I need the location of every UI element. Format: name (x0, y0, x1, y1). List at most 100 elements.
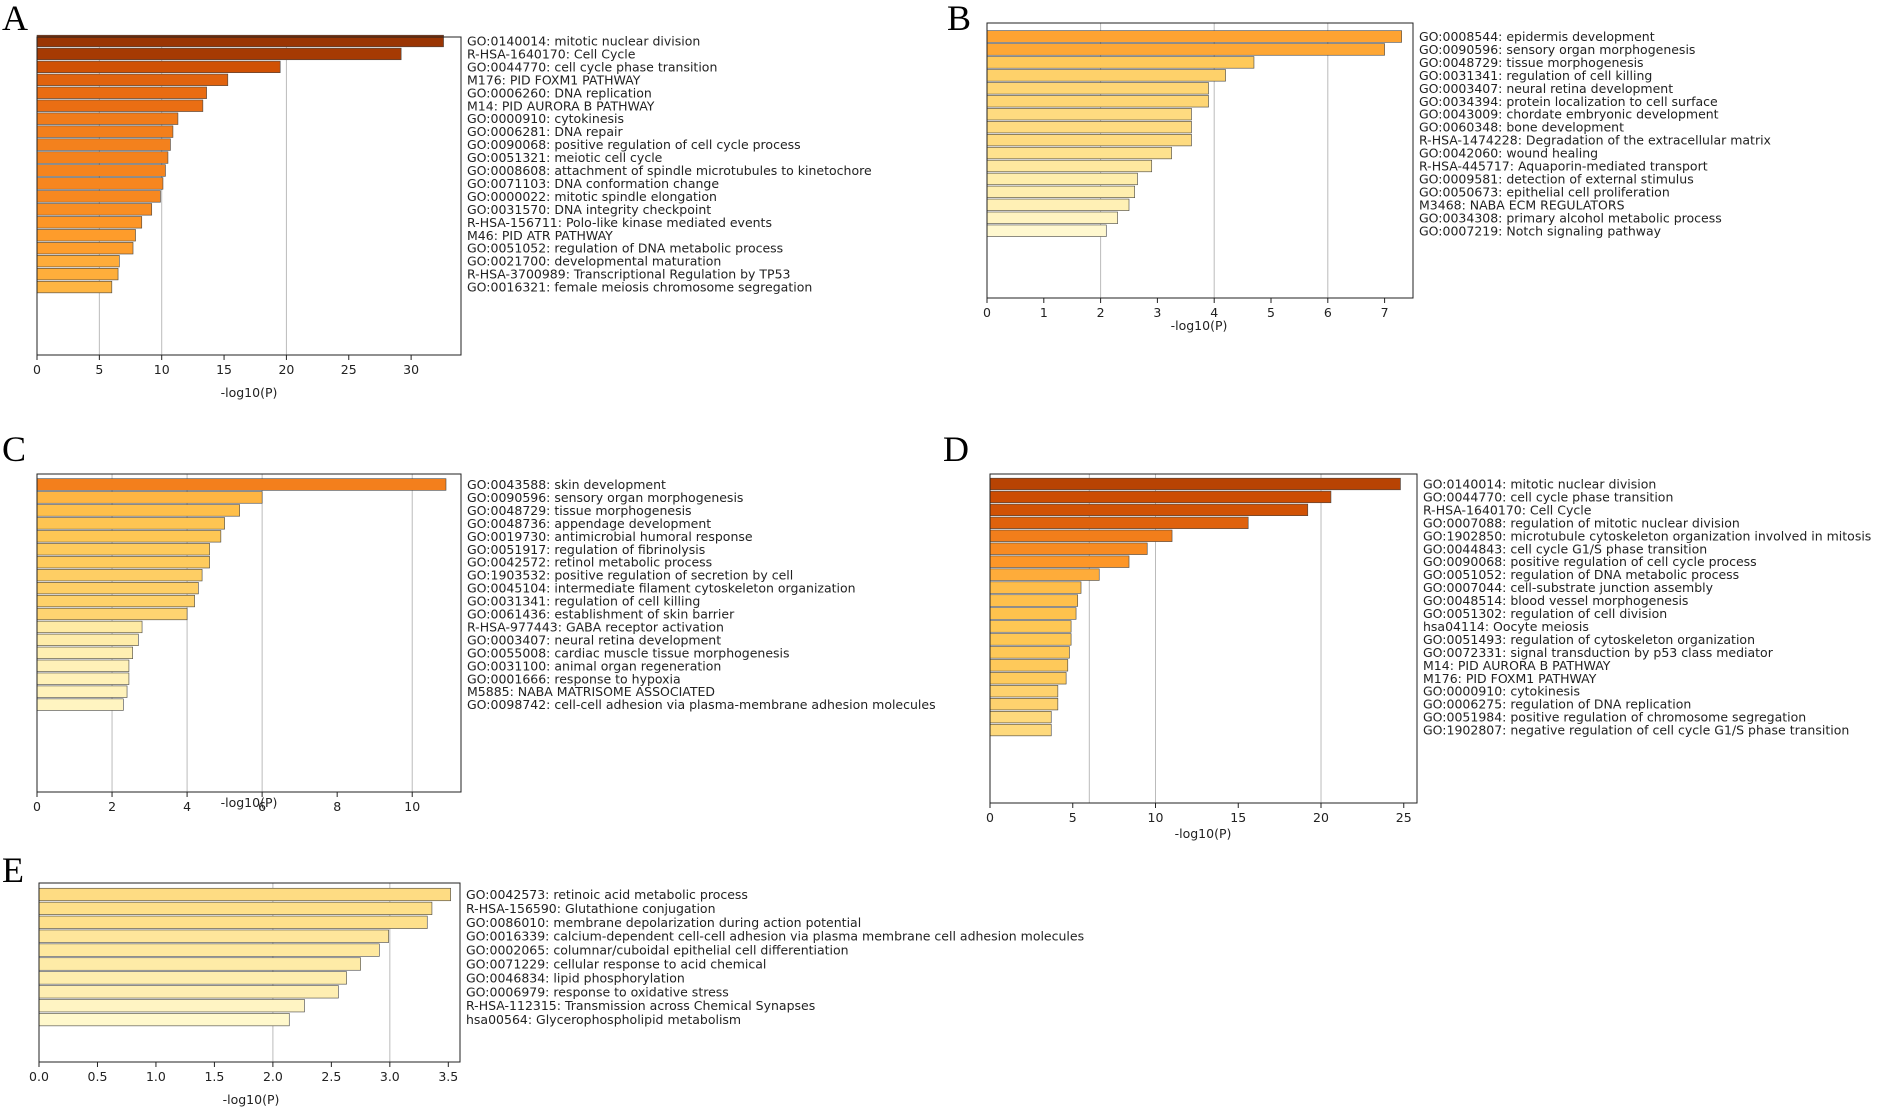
panel-b-category-label: GO:0090596: sensory organ morphogenesis (1419, 42, 1695, 57)
panel-b-category-labels: GO:0008544: epidermis developmentGO:0090… (1419, 29, 1771, 238)
panel-a-category-label: M14: PID AURORA B PATHWAY (467, 98, 655, 113)
panel-a-tick-label: 15 (216, 362, 232, 377)
panel-a-bar (36, 86, 207, 99)
panel-a-category-label: GO:0008608: attachment of spindle microt… (467, 163, 872, 178)
panel-c-bar (36, 594, 195, 608)
panel-d-category-label: GO:0051052: regulation of DNA metabolic … (1423, 567, 1739, 582)
panel-c-category-label: GO:0031341: regulation of cell killing (467, 594, 700, 609)
panel-b-bar (986, 172, 1138, 186)
panel-c-bar (36, 633, 139, 646)
panel-d-category-label: GO:0051984: positive regulation of chrom… (1423, 710, 1806, 725)
panel-e-bar (38, 943, 380, 957)
panel-d-category-label: R-HSA-1640170: Cell Cycle (1423, 502, 1592, 517)
panel-d-category-label: GO:0007044: cell-substrate junction asse… (1423, 580, 1714, 595)
panel-c-bar (36, 698, 124, 711)
panel-c-tick-label: 2 (108, 799, 116, 814)
panel-a-category-label: GO:0000022: mitotic spindle elongation (467, 189, 717, 204)
panel-a-category-labels: GO:0140014: mitotic nuclear divisionR-HS… (467, 34, 872, 295)
panel-c-bar (36, 504, 240, 517)
panel-c-letter: C (2, 429, 26, 469)
panel-c-category-label: GO:0051917: regulation of fibrinolysis (467, 542, 705, 557)
panel-e-category-label: hsa00564: Glycerophospholipid metabolism (466, 1012, 741, 1027)
panel-b-category-label: GO:0060348: bone development (1419, 120, 1624, 135)
panel-b-category-label: GO:0043009: chordate embryonic developme… (1419, 107, 1719, 122)
panel-c-tick-label: 4 (183, 799, 191, 814)
panel-c-bar (36, 646, 133, 659)
panel-b-bar (986, 134, 1192, 147)
panel-d-bar (989, 685, 1059, 698)
panel-e-bars (38, 887, 451, 1027)
panel-b-bar (986, 30, 1402, 43)
panel-b-bar (986, 56, 1255, 69)
panel-b-tick-label: 5 (1267, 305, 1275, 320)
panel-b-category-label: GO:0048729: tissue morphogenesis (1419, 55, 1644, 70)
panel-a-bar (36, 255, 120, 268)
panel-a-bar (36, 99, 204, 112)
panel-e-category-label: GO:0086010: membrane depolarization duri… (466, 915, 861, 930)
panel-b-category-label: GO:0034394: protein localization to cell… (1419, 94, 1718, 109)
panel-b-bars (986, 30, 1402, 237)
panel-e-tick-label: 2.5 (321, 1069, 341, 1084)
panel-d-category-label: GO:0140014: mitotic nuclear division (1423, 477, 1656, 492)
panel-e-tick-label: 2.0 (263, 1069, 283, 1084)
panel-c-category-label: GO:0045104: intermediate filament cytosk… (467, 581, 856, 596)
panel-c-bar (36, 530, 222, 543)
panel-e-category-label: GO:0002065: columnar/cuboidal epithelial… (466, 943, 849, 958)
panel-a-tick-label: 5 (95, 362, 103, 377)
panel-a-category-label: GO:0051321: meiotic cell cycle (467, 150, 663, 165)
panel-b-x-axis-label: -log10(P) (1171, 318, 1228, 333)
panel-e-category-label: GO:0016339: calcium-dependent cell-cell … (466, 929, 1084, 944)
panel-e-letter: E (2, 850, 24, 890)
panel-b-tick-label: 1 (1040, 305, 1048, 320)
panel-c-bar (36, 478, 447, 491)
panel-e-bar (38, 915, 428, 929)
panel-a-x-ticks: 0 5 10 15 20 25 30 (33, 355, 419, 377)
panel-b-bar (986, 211, 1118, 224)
panel-d-bar (989, 568, 1100, 581)
panel-d-bar (989, 477, 1401, 491)
panel-e-bar (38, 957, 361, 971)
panel-e-bar (38, 1013, 290, 1027)
panel-b-bar (986, 146, 1172, 160)
panel-b-category-label: GO:0034308: primary alcohol metabolic pr… (1419, 210, 1722, 225)
panel-b-bar (986, 185, 1135, 199)
panel-e-category-label: R-HSA-112315: Transmission across Chemic… (466, 998, 815, 1013)
panel-a-category-label: GO:0021700: developmental maturation (467, 254, 721, 269)
panel-e-category-label: GO:0006979: response to oxidative stress (466, 984, 729, 999)
panel-d-category-label: GO:1902850: microtubule cytoskeleton org… (1423, 528, 1871, 543)
panel-a-tick-label: 10 (154, 362, 170, 377)
panel-e-bar (38, 971, 347, 985)
panel-c-tick-label: 8 (333, 799, 341, 814)
panel-b-bar (986, 43, 1385, 56)
panel-b-bar (986, 108, 1192, 121)
panel-b-category-label: R-HSA-445717: Aquaporin-mediated transpo… (1419, 159, 1708, 174)
panel-c-bar (36, 685, 128, 698)
panel-d-x-ticks: 0 5 10 15 20 25 (986, 803, 1412, 825)
panel-c-category-label: GO:0042572: retinol metabolic process (467, 555, 712, 570)
panel-a-category-label: GO:0090068: positive regulation of cell … (467, 137, 801, 152)
panel-b-tick-label: 3 (1153, 305, 1161, 320)
panel-d-category-label: M176: PID FOXM1 PATHWAY (1423, 671, 1597, 686)
panel-a-category-label: GO:0140014: mitotic nuclear division (467, 34, 700, 49)
panel-e-category-label: GO:0071229: cellular response to acid ch… (466, 957, 766, 972)
panel-e-tick-label: 1.5 (204, 1069, 224, 1084)
panel-a-category-label: M46: PID ATR PATHWAY (467, 228, 613, 243)
panel-a-category-label: R-HSA-156711: Polo-like kinase mediated … (467, 215, 772, 230)
panel-d-category-label: GO:0006275: regulation of DNA replicatio… (1423, 697, 1691, 712)
panel-c-category-label: M5885: NABA MATRISOME ASSOCIATED (467, 684, 715, 699)
panel-c-x-ticks: 0 2 4 6 8 10 (33, 792, 420, 814)
panel-a-bar (36, 190, 161, 203)
panel-d-bars (989, 477, 1401, 737)
panel-c-chart: C GO:0043588: skin developmentGO:0090596… (2, 429, 936, 814)
panel-d-category-label: hsa04114: Oocyte meiosis (1423, 619, 1589, 634)
panel-c-category-labels: GO:0043588: skin developmentGO:0090596: … (467, 477, 936, 712)
panel-a-bar (36, 177, 164, 190)
panel-d-bar (989, 529, 1173, 542)
panel-c-tick-label: 10 (404, 799, 420, 814)
panel-d-category-label: GO:0000910: cytokinesis (1423, 684, 1580, 699)
panel-c-category-label: GO:0090596: sensory organ morphogenesis (467, 490, 743, 505)
panel-c-tick-label: 0 (33, 799, 41, 814)
panel-d-tick-label: 25 (1396, 810, 1412, 825)
panel-a-category-label: R-HSA-1640170: Cell Cycle (467, 46, 636, 61)
panel-c-category-label: GO:0043588: skin development (467, 477, 666, 492)
